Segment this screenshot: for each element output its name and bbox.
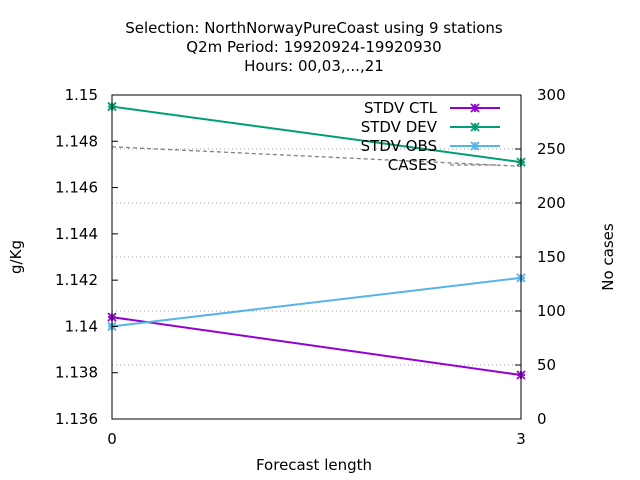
series-line-stdv-ctl	[111, 316, 522, 377]
legend-item-stdv-obs: STDV OBS	[361, 137, 500, 155]
x-axis-label: Forecast length	[256, 456, 372, 474]
y2-tick-label: 300	[537, 86, 566, 104]
series-line-stdv-dev	[111, 105, 522, 164]
y2-tick-label: 0	[537, 410, 547, 428]
series-line-cases	[111, 146, 522, 167]
series-stdv-obs	[107, 273, 526, 332]
series-layer	[107, 101, 526, 380]
y2-tick-label: 50	[537, 356, 556, 374]
y2-tick-label: 100	[537, 302, 566, 320]
series-stdv-ctl	[107, 312, 526, 380]
series-cases	[111, 146, 522, 167]
legend-marker	[470, 103, 480, 113]
legend-item-stdv-ctl: STDV CTL	[364, 99, 500, 117]
y2-tick-label: 150	[537, 248, 566, 266]
legend-label: STDV DEV	[361, 118, 438, 136]
x-tick-label: 0	[107, 430, 117, 448]
y2-tick-label: 250	[537, 140, 566, 158]
y-tick-label: 1.136	[55, 410, 98, 428]
x-tick-label: 3	[516, 430, 526, 448]
legend-item-stdv-dev: STDV DEV	[361, 118, 500, 136]
legend-label: CASES	[388, 156, 437, 174]
y-tick-label: 1.148	[55, 132, 98, 150]
legend-marker	[470, 122, 480, 132]
y2-axis: 0 50 100 150 200 250 300	[515, 86, 566, 428]
title-line-1: Selection: NorthNorwayPureCoast using 9 …	[125, 19, 503, 37]
y-axis: 1.136 1.138 1.14 1.142 1.144 1.146 1.148 1.15	[55, 86, 118, 428]
legend-label: STDV OBS	[361, 137, 437, 155]
series-line-stdv-obs	[111, 276, 522, 328]
y-tick-label: 1.144	[55, 225, 98, 243]
y2-axis-label: No cases	[599, 223, 617, 291]
y2-tick-label: 200	[537, 194, 566, 212]
title-line-2: Q2m Period: 19920924-19920930	[186, 38, 441, 56]
grid	[112, 148, 521, 366]
legend-item-cases: CASES	[388, 156, 500, 174]
y-axis-label: g/Kg	[7, 240, 25, 274]
legend-label: STDV CTL	[364, 99, 438, 117]
chart-title: Selection: NorthNorwayPureCoast using 9 …	[125, 19, 503, 75]
y-tick-label: 1.14	[65, 317, 98, 335]
y-tick-label: 1.146	[55, 179, 98, 197]
y-tick-label: 1.15	[65, 86, 98, 104]
legend-marker	[470, 141, 480, 151]
y-tick-label: 1.138	[55, 364, 98, 382]
title-line-3: Hours: 00,03,...,21	[244, 57, 384, 75]
y-tick-label: 1.142	[55, 271, 98, 289]
